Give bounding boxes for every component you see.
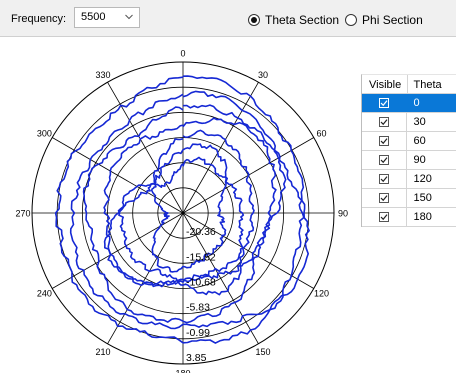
theta-cell: 120	[406, 170, 456, 188]
pattern-trace-60	[82, 104, 287, 324]
visible-checkbox[interactable]	[379, 193, 390, 203]
check-icon	[380, 119, 388, 126]
pattern-trace-180	[150, 143, 228, 273]
phi-section-label: Phi Section	[362, 13, 423, 27]
table-row[interactable]: 60	[362, 132, 456, 151]
frequency-value: 5500	[81, 11, 106, 23]
angle-label: 150	[255, 347, 270, 357]
table-row[interactable]: 0	[362, 94, 456, 113]
polar-labels: 0 330 300 270 240 210 180 150 120 90 60 30 -20.36 -15…	[15, 49, 348, 373]
pattern-traces	[54, 75, 310, 344]
polar-grid	[31, 61, 335, 365]
table-row[interactable]: 180	[362, 208, 456, 227]
table-header: Visible Theta	[362, 75, 456, 94]
check-icon	[380, 214, 388, 221]
radial-label: -20.36	[186, 226, 216, 238]
check-icon	[380, 176, 388, 183]
table-row[interactable]: 150	[362, 189, 456, 208]
angle-label: 270	[15, 209, 30, 219]
angle-label: 90	[338, 209, 348, 219]
pattern-trace-150	[117, 156, 245, 296]
section-radio-group: Theta Section Phi Section	[248, 12, 429, 28]
angle-label: 120	[314, 289, 329, 299]
table-row[interactable]: 30	[362, 113, 456, 132]
angle-label: 180	[175, 369, 190, 373]
grid-spoke	[107, 212, 184, 344]
angle-label: 210	[95, 347, 110, 357]
theta-cell: 60	[406, 132, 456, 150]
chevron-down-icon	[125, 14, 133, 20]
grid-spoke	[182, 212, 259, 344]
theta-cell: 30	[406, 113, 456, 131]
visible-cell	[362, 189, 406, 207]
check-icon	[380, 100, 388, 107]
radio-indicator	[345, 14, 358, 26]
visible-cell	[362, 208, 406, 226]
theta-column-header: Theta	[406, 75, 456, 93]
visible-cell	[362, 170, 406, 188]
visible-checkbox[interactable]	[379, 174, 390, 184]
radial-label: 3.85	[186, 352, 207, 364]
visible-column-header: Visible	[369, 79, 402, 91]
radio-indicator	[248, 14, 260, 26]
visible-cell	[362, 94, 406, 112]
pattern-trace-90	[103, 117, 277, 288]
frequency-label: Frequency:	[11, 13, 67, 25]
grid-spoke	[182, 82, 259, 214]
theta-table: Visible Theta 0 30 60 90 120 150 180	[361, 74, 456, 227]
grid-spoke	[107, 82, 184, 214]
theta-cell: 0	[406, 94, 456, 112]
phi-section-radio[interactable]: Phi Section	[345, 13, 423, 27]
visible-checkbox[interactable]	[379, 212, 390, 222]
visible-cell	[362, 151, 406, 169]
angle-label: 0	[180, 49, 185, 59]
visible-checkbox[interactable]	[379, 117, 390, 127]
pattern-trace-30	[69, 90, 310, 330]
visible-checkbox[interactable]	[379, 98, 390, 108]
angle-label: 240	[37, 289, 52, 299]
polar-plot: 0 330 300 270 240 210 180 150 120 90 60 30 -20.36 -15…	[15, 49, 348, 373]
angle-label: 30	[258, 70, 268, 80]
pattern-trace-120	[103, 129, 255, 286]
radial-label: -10.68	[186, 277, 216, 289]
theta-cell: 90	[406, 151, 456, 169]
angle-label: 330	[95, 70, 110, 80]
toolbar: Frequency: 5500 Theta Section Phi Sectio…	[0, 0, 456, 36]
check-icon	[380, 195, 388, 202]
theta-section-label: Theta Section	[265, 13, 340, 27]
check-icon	[380, 157, 388, 164]
theta-cell: 180	[406, 208, 456, 226]
frequency-dropdown[interactable]: 5500	[74, 7, 140, 28]
angle-label: 60	[317, 129, 327, 139]
radial-label: -5.83	[186, 302, 210, 314]
table-row[interactable]: 120	[362, 170, 456, 189]
pattern-trace-0	[54, 75, 306, 344]
angle-label: 300	[37, 129, 52, 139]
radial-label: -15.52	[186, 251, 216, 263]
visible-cell	[362, 113, 406, 131]
theta-cell: 150	[406, 189, 456, 207]
theta-section-radio[interactable]: Theta Section	[248, 13, 339, 27]
grid-spoke	[52, 137, 184, 214]
radial-label: -0.99	[186, 327, 210, 339]
visible-checkbox[interactable]	[379, 155, 390, 165]
visible-checkbox[interactable]	[379, 136, 390, 146]
check-icon	[380, 138, 388, 145]
visible-cell	[362, 132, 406, 150]
table-row[interactable]: 90	[362, 151, 456, 170]
table-body: 0 30 60 90 120 150 180	[362, 94, 456, 227]
